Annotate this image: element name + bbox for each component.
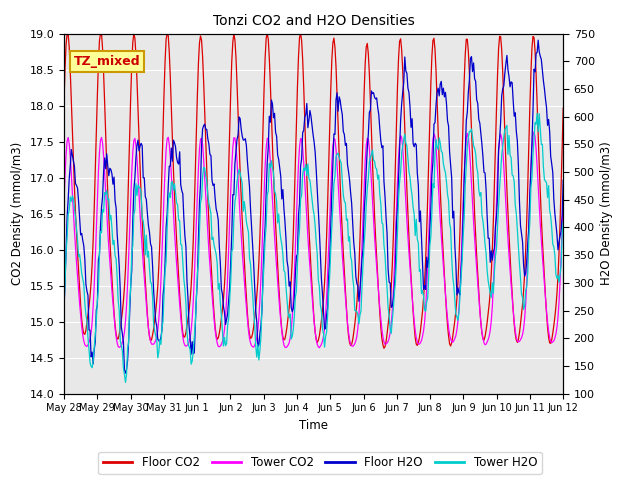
Y-axis label: H2O Density (mmol/m3): H2O Density (mmol/m3) <box>600 142 613 286</box>
Floor CO2 <box>380 346 388 351</box>
Floor H2O <box>428 172 436 178</box>
Y-axis label: CO2 Density (mmol/m3): CO2 Density (mmol/m3) <box>11 142 24 285</box>
Floor CO2 <box>516 330 524 336</box>
Tower CO2 <box>316 345 323 350</box>
Tower H2O <box>60 303 68 309</box>
Line: Floor CO2: Floor CO2 <box>64 34 563 348</box>
Floor CO2 <box>429 37 436 43</box>
Floor CO2 <box>340 269 348 275</box>
Tower H2O <box>559 219 567 225</box>
Floor H2O <box>216 260 224 266</box>
Tower H2O <box>340 198 348 204</box>
Tower CO2 <box>559 194 567 200</box>
Tower CO2 <box>364 136 372 142</box>
Tower H2O <box>533 110 541 116</box>
Floor CO2 <box>272 221 280 227</box>
Floor H2O <box>515 162 522 168</box>
Floor H2O <box>364 132 372 137</box>
Floor H2O <box>559 177 567 183</box>
Tower H2O <box>515 243 522 249</box>
Tower CO2 <box>428 152 436 158</box>
Title: Tonzi CO2 and H2O Densities: Tonzi CO2 and H2O Densities <box>212 14 415 28</box>
Tower CO2 <box>515 339 522 345</box>
Floor H2O <box>534 37 542 43</box>
Text: TZ_mixed: TZ_mixed <box>74 55 141 68</box>
Tower CO2 <box>271 233 278 239</box>
Tower H2O <box>122 380 129 385</box>
Tower H2O <box>364 176 372 181</box>
Line: Tower H2O: Tower H2O <box>64 113 563 383</box>
Tower H2O <box>216 300 224 305</box>
Floor H2O <box>122 370 129 376</box>
Legend: Floor CO2, Tower CO2, Floor H2O, Tower H2O: Floor CO2, Tower CO2, Floor H2O, Tower H… <box>98 452 542 474</box>
Floor CO2 <box>364 51 372 57</box>
Tower CO2 <box>60 199 68 205</box>
Floor CO2 <box>559 105 567 111</box>
Tower H2O <box>428 209 436 215</box>
X-axis label: Time: Time <box>299 419 328 432</box>
Tower CO2 <box>340 280 348 286</box>
Floor H2O <box>272 129 280 135</box>
Line: Floor H2O: Floor H2O <box>64 40 563 373</box>
Floor CO2 <box>60 99 68 105</box>
Tower H2O <box>272 191 280 197</box>
Tower CO2 <box>530 129 538 134</box>
Floor H2O <box>340 132 348 137</box>
Tower CO2 <box>216 344 223 349</box>
Floor CO2 <box>216 324 224 330</box>
Line: Tower CO2: Tower CO2 <box>64 132 563 348</box>
Floor H2O <box>60 308 68 313</box>
Floor CO2 <box>63 31 71 36</box>
